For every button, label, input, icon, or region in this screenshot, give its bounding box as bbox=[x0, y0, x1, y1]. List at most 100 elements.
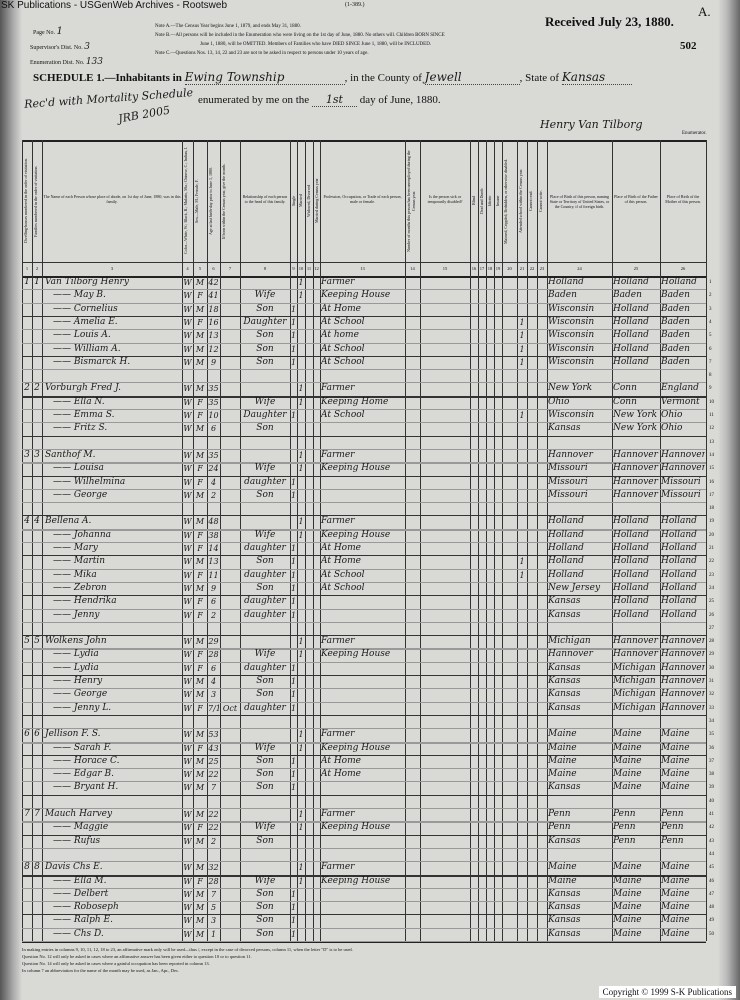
column-divider bbox=[502, 140, 503, 941]
footnote-3: Question No. 14 will only be asked in ca… bbox=[22, 961, 210, 966]
column-divider bbox=[420, 140, 421, 941]
cell-father-bp: Holland bbox=[613, 316, 649, 327]
cell-relation: Wife bbox=[254, 875, 276, 886]
cell-sex: M bbox=[195, 357, 205, 367]
place-value: Ewing Township bbox=[184, 70, 345, 85]
cell-name: —— Ella M. bbox=[53, 875, 107, 886]
number-row-divider bbox=[22, 276, 706, 278]
cell-age: 9 bbox=[210, 357, 217, 367]
cell-father-bp: Maine bbox=[613, 888, 642, 899]
cell-father-bp: Holland bbox=[613, 277, 649, 287]
table-row: —— Martin W M 13 Son 1 At Home 1 Holland Holland H… bbox=[0, 555, 720, 568]
cell-school: 1 bbox=[519, 317, 525, 327]
cell-family: 6 bbox=[34, 729, 40, 740]
cell-name: Van Tilborg Henry bbox=[45, 277, 129, 287]
line-number: 18 bbox=[709, 506, 714, 512]
table-row: 3 3 Santhof M. W M 35 1 Farmer Hannover Hannover H… bbox=[0, 449, 720, 462]
cell-sex: F bbox=[197, 411, 203, 420]
cell-dwelling: 4 bbox=[24, 516, 30, 527]
cell-father-bp: Maine bbox=[613, 782, 642, 793]
cell-age: 13 bbox=[208, 557, 219, 567]
cell-family: 7 bbox=[34, 809, 40, 819]
cell-sex: M bbox=[195, 836, 205, 846]
line-number: 38 bbox=[709, 772, 714, 778]
row-line bbox=[22, 834, 706, 836]
cell-single: 1 bbox=[291, 690, 296, 700]
cell-father-bp: Conn bbox=[613, 383, 637, 394]
column-divider bbox=[706, 140, 707, 941]
enumeration-field: Enumeration Dist. No. 133 bbox=[30, 57, 103, 67]
row-line bbox=[22, 808, 706, 809]
cell-father-bp: Michigan bbox=[613, 662, 656, 673]
cell-mother-bp: Holland bbox=[661, 529, 697, 540]
cell-birthplace: Maine bbox=[548, 742, 577, 753]
cell-relation: Son bbox=[256, 303, 274, 314]
cell-occupation: Keeping House bbox=[321, 290, 391, 301]
cell-sex: F bbox=[197, 570, 203, 580]
supervisor-field: Supervisor's Dist. No. 3 bbox=[30, 42, 90, 52]
cell-birthplace: Michigan bbox=[548, 636, 591, 647]
cell-mother-bp: Hannover bbox=[661, 702, 705, 713]
cell-color: W bbox=[183, 317, 192, 327]
cell-birthplace: Kansas bbox=[548, 782, 581, 793]
row-line bbox=[22, 768, 706, 770]
row-line bbox=[22, 422, 706, 424]
cell-relation: Son bbox=[256, 676, 274, 686]
cell-father-bp: Holland bbox=[613, 330, 649, 341]
cell-age: 11 bbox=[208, 570, 219, 580]
cell-married: 1 bbox=[298, 810, 304, 819]
table-row: —— Emma S. W F 10 Daughter 1 At School 1 Wiscons… bbox=[0, 409, 720, 422]
cell-father-bp: Hannover bbox=[613, 649, 658, 660]
line-number: 46 bbox=[709, 878, 714, 884]
cell-age: 4 bbox=[210, 677, 217, 686]
table-row: —— William A. W M 12 Son 1 At School 1 Wisconsin… bbox=[0, 343, 720, 356]
cell-relation: Son bbox=[256, 902, 274, 913]
row-line bbox=[22, 395, 706, 398]
column-number: 2 bbox=[35, 266, 39, 271]
line-number: 28 bbox=[709, 639, 714, 645]
cell-mother-bp: Maine bbox=[661, 755, 690, 766]
cell-birthplace: Kansas bbox=[548, 423, 581, 434]
column-header: Idiotic bbox=[487, 195, 492, 207]
line-number: 10 bbox=[709, 399, 714, 405]
cell-relation: daughter bbox=[244, 476, 286, 487]
cell-birthplace: Wisconsin bbox=[548, 316, 595, 327]
cell-father-bp: Holland bbox=[613, 356, 649, 367]
cell-occupation: Farmer bbox=[321, 449, 355, 460]
table-row: —— Hendrika W F 6 daughter 1 Kansas Holland Holl… bbox=[0, 595, 720, 608]
column-header: Widowed, Divorced bbox=[306, 184, 311, 218]
cell-sex: M bbox=[195, 730, 205, 740]
cell-father-bp: Holland bbox=[613, 529, 649, 540]
cell-mother-bp: Baden bbox=[661, 343, 690, 354]
row-line bbox=[22, 741, 706, 744]
table-row: 4 4 Bellena A. W M 48 1 Farmer Holland Holland Hol… bbox=[0, 515, 720, 528]
line-number: 19 bbox=[709, 519, 714, 525]
cell-color: W bbox=[183, 663, 192, 673]
cell-color: W bbox=[183, 450, 192, 460]
row-line bbox=[22, 887, 706, 889]
cell-father-bp: Penn bbox=[613, 835, 636, 846]
row-line bbox=[22, 329, 706, 331]
line-number: 1 bbox=[709, 280, 712, 285]
cell-birthplace: Hannover bbox=[548, 649, 593, 660]
cell-sex: M bbox=[195, 450, 205, 460]
cell-birthplace: Holland bbox=[548, 569, 584, 580]
cell-occupation: At home bbox=[321, 330, 359, 341]
cell-single: 1 bbox=[291, 770, 296, 780]
cell-relation: Son bbox=[256, 755, 274, 766]
column-number: 26 bbox=[680, 266, 686, 271]
cell-name: Mauch Harvey bbox=[45, 809, 113, 819]
cell-sex: M bbox=[195, 810, 205, 819]
cell-married: 1 bbox=[298, 278, 304, 287]
cell-color: W bbox=[183, 677, 192, 686]
line-number: 9 bbox=[709, 386, 712, 392]
cell-age: 29 bbox=[208, 637, 219, 647]
cell-birthplace: Kansas bbox=[548, 915, 581, 926]
row-line bbox=[22, 502, 706, 504]
table-row: —— Ella M. W F 28 Wife 1 Keeping House Maine Mai… bbox=[0, 875, 720, 888]
cell-sex: M bbox=[195, 583, 205, 593]
column-divider bbox=[313, 140, 314, 941]
table-row: —— Bismarck H. W M 9 Son 1 At School 1 Wisconsin… bbox=[0, 356, 720, 369]
cell-married: 1 bbox=[298, 743, 304, 753]
